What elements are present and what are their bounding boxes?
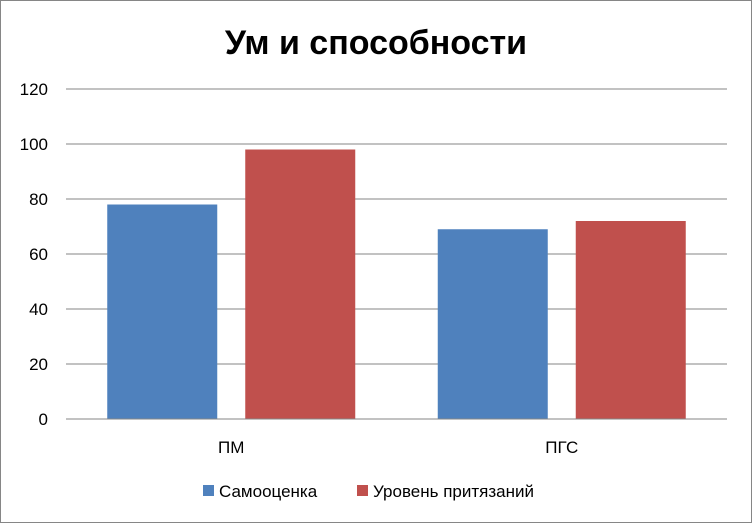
bar-self-esteem-0 (107, 204, 218, 419)
legend-swatch (357, 485, 368, 496)
y-tick-label: 100 (20, 135, 48, 154)
y-tick-label: 0 (39, 410, 48, 429)
x-category-label: ПМ (218, 438, 244, 457)
legend-label: Самооценка (219, 482, 318, 501)
bar-aspiration-0 (245, 149, 356, 419)
chart-title: Ум и способности (225, 24, 527, 62)
bar-aspiration-1 (575, 221, 686, 419)
y-tick-label: 60 (29, 245, 48, 264)
x-axis: ПМ ПГС (66, 418, 727, 457)
y-tick-label: 120 (20, 80, 48, 99)
legend-swatch (203, 485, 214, 496)
y-tick-label: 40 (29, 300, 48, 319)
legend: Самооценка Уровень притязаний (203, 482, 534, 501)
y-tick-label: 20 (29, 355, 48, 374)
x-category-label: ПГС (545, 438, 578, 457)
bars (107, 149, 686, 419)
y-tick-label: 80 (29, 190, 48, 209)
bar-self-esteem-1 (437, 229, 548, 419)
legend-label: Уровень притязаний (373, 482, 534, 501)
y-axis: 0 20 40 60 80 100 120 (20, 80, 48, 429)
